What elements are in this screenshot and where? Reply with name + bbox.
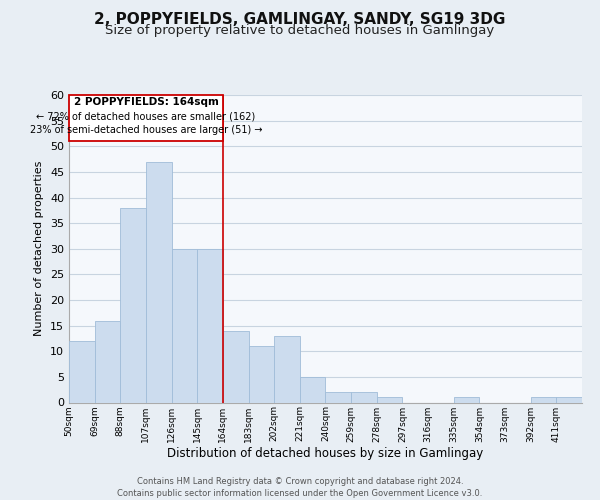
Bar bbox=[556, 398, 582, 402]
Text: Contains HM Land Registry data © Crown copyright and database right 2024.: Contains HM Land Registry data © Crown c… bbox=[137, 478, 463, 486]
Bar bbox=[300, 377, 325, 402]
Text: Size of property relative to detached houses in Gamlingay: Size of property relative to detached ho… bbox=[106, 24, 494, 37]
Bar bbox=[69, 95, 223, 141]
Bar bbox=[530, 398, 556, 402]
Bar bbox=[223, 331, 248, 402]
Bar bbox=[95, 320, 120, 402]
Bar bbox=[146, 162, 172, 402]
Bar bbox=[325, 392, 351, 402]
Text: Contains public sector information licensed under the Open Government Licence v3: Contains public sector information licen… bbox=[118, 489, 482, 498]
Text: ← 72% of detached houses are smaller (162): ← 72% of detached houses are smaller (16… bbox=[37, 112, 256, 122]
X-axis label: Distribution of detached houses by size in Gamlingay: Distribution of detached houses by size … bbox=[167, 447, 484, 460]
Y-axis label: Number of detached properties: Number of detached properties bbox=[34, 161, 44, 336]
Bar bbox=[120, 208, 146, 402]
Text: 23% of semi-detached houses are larger (51) →: 23% of semi-detached houses are larger (… bbox=[29, 124, 262, 134]
Bar bbox=[274, 336, 300, 402]
Bar bbox=[69, 341, 95, 402]
Bar bbox=[197, 248, 223, 402]
Bar bbox=[454, 398, 479, 402]
Bar bbox=[377, 398, 403, 402]
Bar bbox=[172, 248, 197, 402]
Bar bbox=[248, 346, 274, 403]
Text: 2 POPPYFIELDS: 164sqm: 2 POPPYFIELDS: 164sqm bbox=[74, 96, 218, 106]
Bar bbox=[351, 392, 377, 402]
Text: 2, POPPYFIELDS, GAMLINGAY, SANDY, SG19 3DG: 2, POPPYFIELDS, GAMLINGAY, SANDY, SG19 3… bbox=[94, 12, 506, 28]
